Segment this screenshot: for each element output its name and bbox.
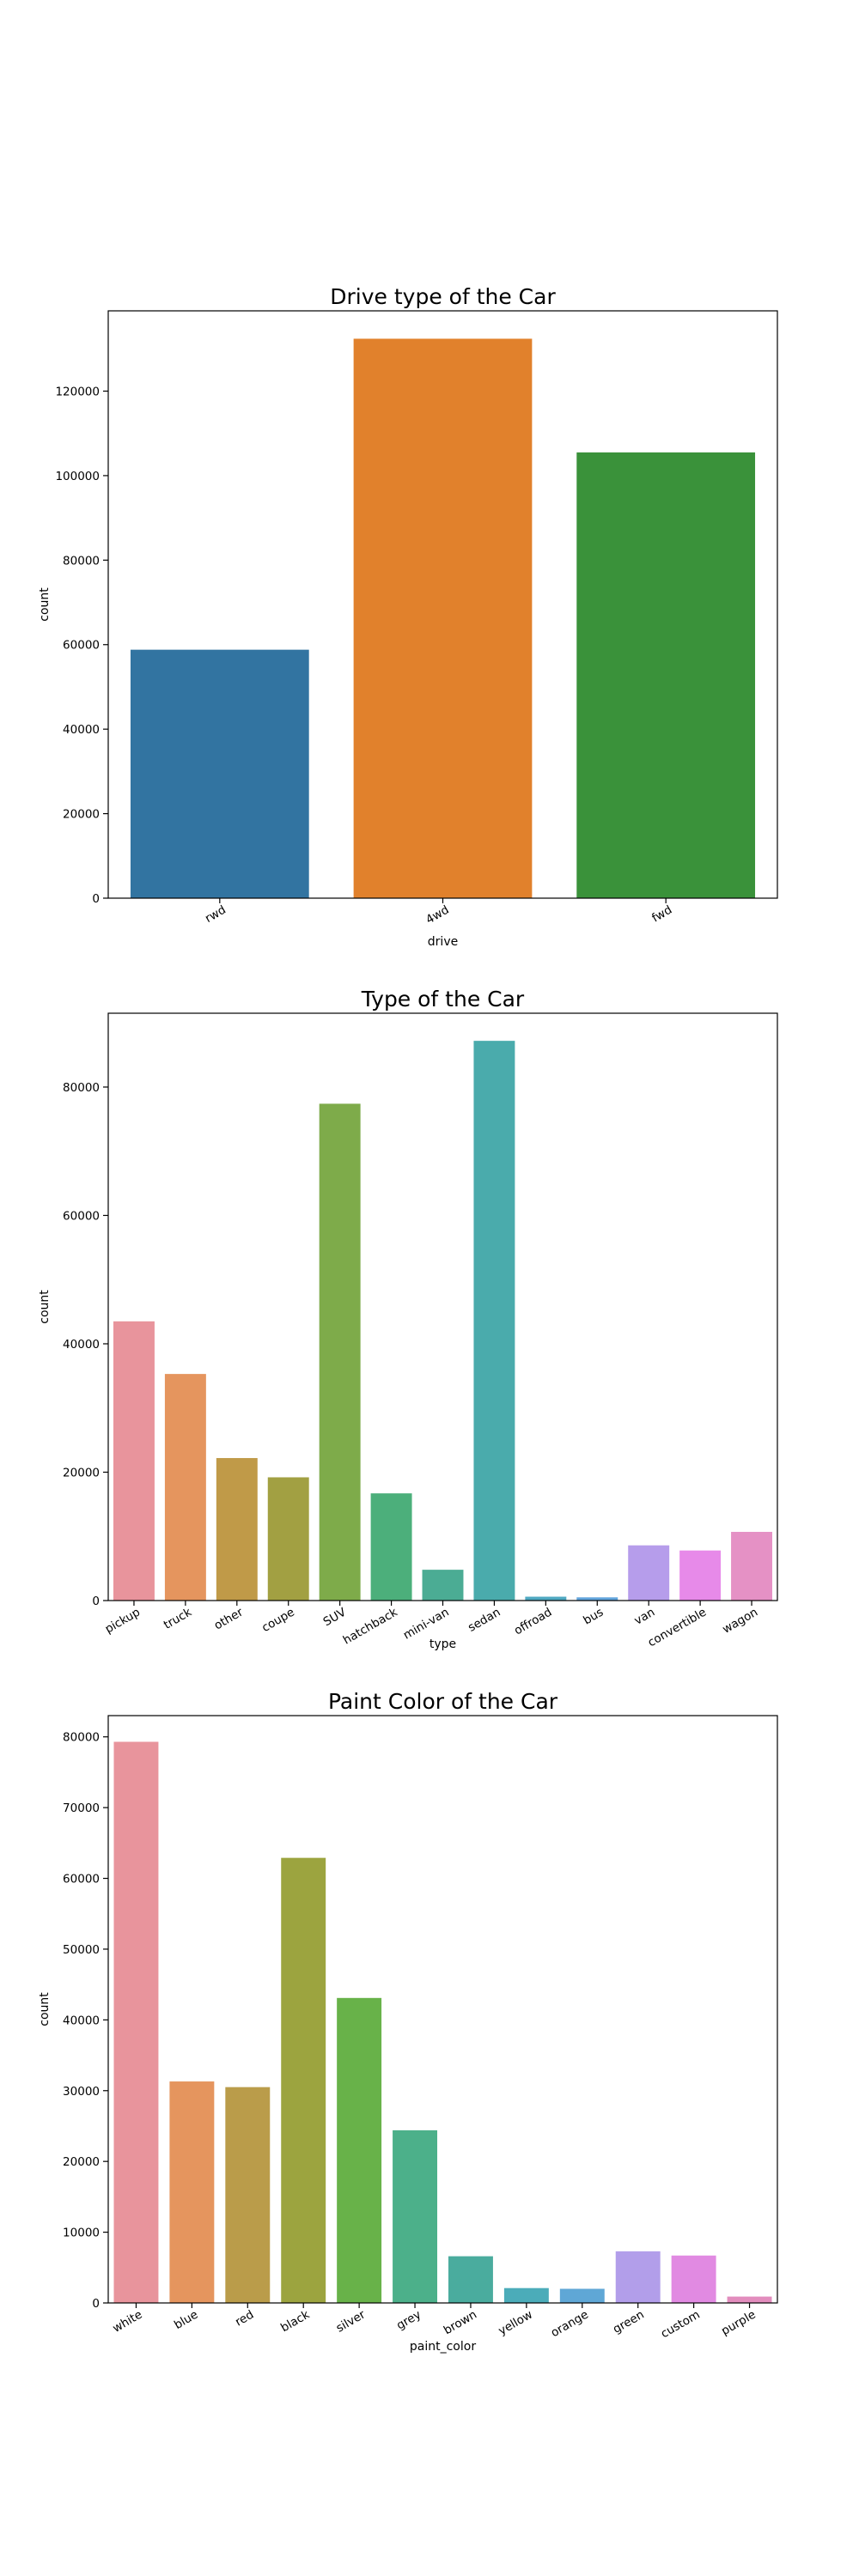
x-tick-label: SUV	[321, 1605, 350, 1629]
chart-title: Drive type of the Car	[330, 284, 556, 309]
bar-pickup	[113, 1321, 155, 1601]
y-tick-label: 0	[92, 1595, 100, 1608]
y-tick-label: 20000	[63, 2155, 100, 2169]
x-tick-label: blue	[172, 2308, 200, 2332]
x-tick-label: yellow	[497, 2308, 535, 2338]
bar-yellow	[503, 2287, 549, 2303]
x-tick-label: other	[212, 1605, 247, 1632]
bar-brown	[448, 2256, 493, 2303]
bar-mini-van	[422, 1570, 464, 1601]
bar-silver	[337, 1997, 382, 2303]
drive-type-chart: Drive type of the Car 0 20000 40000 60000 800…	[38, 284, 778, 949]
y-tick-label: 80000	[63, 1081, 100, 1095]
y-tick-label: 80000	[63, 554, 100, 568]
plot-frame	[107, 1715, 778, 2304]
y-tick-label: 40000	[63, 723, 100, 737]
y-tick-label: 80000	[63, 1731, 100, 1745]
x-axis-label: drive	[428, 935, 458, 949]
bar-orange	[559, 2288, 605, 2303]
x-tick-label: silver	[334, 2307, 369, 2335]
x-tick-label: white	[110, 2308, 144, 2336]
bar-convertible	[679, 1550, 722, 1601]
bar-red	[225, 2087, 271, 2303]
x-tick-label: coupe	[259, 1606, 297, 1635]
bar-green	[615, 2251, 661, 2303]
x-axis-label: type	[430, 1637, 456, 1651]
y-axis-label: count	[38, 587, 52, 622]
x-tick-label: red	[233, 2308, 256, 2330]
x-tick-label: orange	[549, 2308, 591, 2341]
x-tick-label: convertible	[646, 1606, 710, 1650]
y-tick-label: 60000	[63, 1873, 100, 1886]
y-tick-label: 70000	[63, 1801, 100, 1815]
y-tick-label: 40000	[63, 2014, 100, 2027]
x-tick-label: purple	[719, 2308, 758, 2339]
bar-fwd	[576, 452, 756, 898]
y-tick-label: 10000	[63, 2227, 100, 2240]
x-tick-label: custom	[659, 2308, 703, 2342]
bar-truck	[164, 1374, 206, 1601]
bar-SUV	[319, 1103, 361, 1601]
bar-rwd	[130, 649, 309, 898]
x-tick-label: black	[278, 2308, 312, 2336]
y-tick-label: 30000	[63, 2085, 100, 2099]
bar-sedan	[473, 1041, 515, 1601]
y-tick-label: 50000	[63, 1943, 100, 1957]
bar-van	[628, 1545, 670, 1601]
bar-4wd	[353, 338, 533, 899]
x-tick-label: rwd	[203, 903, 228, 926]
y-tick-label: 40000	[63, 1338, 100, 1352]
bar-white	[113, 1741, 159, 2303]
paint-color-chart: Paint Color of the Car 0 10000 20000 30000 40…	[38, 1689, 778, 2354]
bar-hatchback	[370, 1493, 412, 1601]
x-tick-label: pickup	[103, 1606, 143, 1637]
bar-purple	[727, 2296, 772, 2303]
bar-coupe	[267, 1477, 309, 1601]
bar-wagon	[731, 1532, 773, 1601]
plot-frame	[107, 1012, 778, 1601]
chart-title: Type of the Car	[361, 987, 525, 1012]
bar-custom	[671, 2255, 716, 2303]
y-tick-label: 0	[92, 892, 100, 906]
bar-other	[216, 1458, 258, 1601]
x-tick-label: truck	[161, 1606, 194, 1632]
y-tick-label: 0	[92, 2297, 100, 2311]
bar-offroad	[525, 1596, 567, 1601]
car-type-chart: Type of the Car 0 20000 40000 60000 80000 pick…	[38, 987, 778, 1651]
x-tick-label: van	[632, 1606, 658, 1628]
bar-grey	[393, 2129, 438, 2303]
x-tick-label: offroad	[512, 1606, 555, 1638]
x-tick-label: grey	[394, 2308, 423, 2333]
bar-blue	[169, 2081, 215, 2303]
x-tick-label: wagon	[720, 1606, 760, 1637]
y-tick-label: 20000	[63, 1466, 100, 1479]
y-axis-label: count	[38, 1290, 52, 1324]
x-tick-label: 4wd	[423, 903, 451, 927]
y-tick-label: 60000	[63, 1209, 100, 1223]
chart-title: Paint Color of the Car	[328, 1689, 558, 1714]
y-tick-label: 20000	[63, 808, 100, 822]
bar-black	[281, 1857, 326, 2303]
y-tick-label: 100000	[55, 470, 100, 483]
x-tick-label: fwd	[649, 903, 674, 926]
y-tick-label: 60000	[63, 639, 100, 653]
x-tick-label: sedan	[466, 1606, 503, 1635]
x-tick-label: green	[611, 2308, 647, 2336]
bar-bus	[576, 1597, 618, 1601]
y-tick-label: 120000	[55, 385, 100, 398]
y-axis-label: count	[38, 1992, 52, 2026]
x-tick-label: brown	[442, 2308, 479, 2338]
x-axis-label: paint_color	[410, 2340, 476, 2354]
x-tick-label: hatchback	[341, 1606, 400, 1648]
x-tick-label: bus	[581, 1606, 606, 1628]
